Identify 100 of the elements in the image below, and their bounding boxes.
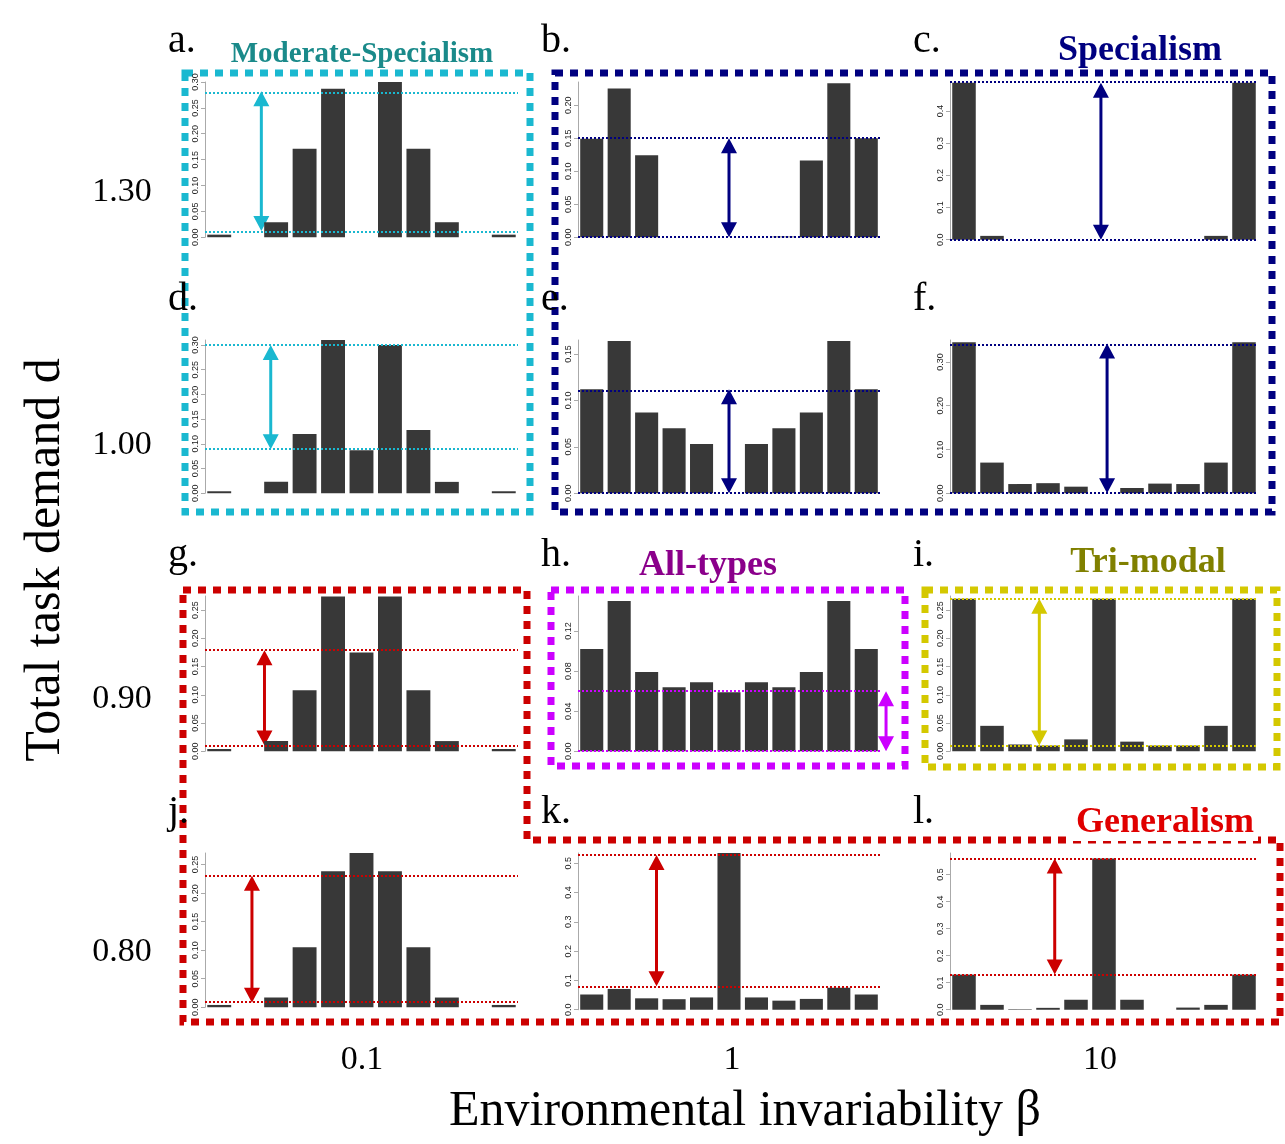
bar [717,692,741,752]
bar [580,389,604,494]
y-tick-label: 0.10 [562,162,573,180]
bar [799,412,823,494]
y-tick-label: 0.15 [189,657,200,676]
chart-title: a. [168,15,196,61]
bar [952,974,976,1010]
bar [662,687,686,752]
bar [349,450,374,494]
y-tick-label: 0.05 [189,714,200,732]
bar [349,853,374,1008]
bar [635,155,659,238]
chart-title: l. [913,786,935,832]
y-tick-label: 0.30 [189,336,200,354]
bar [607,988,631,1010]
y-tick-label: 0.00 [562,228,573,247]
bar [690,444,714,494]
y-tick-label: 0.20 [934,629,945,648]
y-tick-label: 0.05 [189,459,200,478]
bar [1176,1007,1200,1010]
chart-title: g. [168,529,198,575]
y-tick-label: 0.2 [562,944,573,958]
y-tick-label: 0.15 [189,912,200,931]
text: 0.1 [340,1039,384,1077]
y-tick-label: 0.00 [562,484,573,503]
y-tick-label: 0.10 [562,391,573,410]
bar [292,148,317,238]
y-tick-label: 0.00 [189,998,200,1017]
y-tick-label: 0.3 [934,136,945,150]
bar [292,433,317,494]
y-tick-label: 0.15 [189,410,200,428]
chart-title: h. [541,529,571,575]
bar [580,138,604,238]
bar [378,82,402,238]
bar [854,138,878,238]
bar [607,601,631,752]
text: 1.00 [92,424,152,462]
y-tick-label: 0.10 [189,435,200,453]
y-tick-label: 0.20 [934,396,945,415]
text: 1 [723,1039,741,1077]
bar [406,429,431,494]
y-tick-label: 0.1 [934,201,945,214]
y-tick-label: 0.30 [934,353,945,371]
bar [406,148,431,238]
y-tick-label: 0.12 [562,622,573,640]
chart-title: f. [913,273,937,319]
y-tick-label: 0.25 [934,601,945,619]
bar [827,83,851,238]
bar [1120,999,1144,1010]
chart-title: j. [166,786,190,832]
bar [321,596,345,752]
y-tick-label: 0.20 [189,629,200,648]
text: All-types [635,542,781,584]
bar [1232,342,1256,494]
bar [292,690,317,752]
y-tick-label: 0.20 [562,96,573,114]
text: Total task demand d [13,358,71,762]
bar [1064,999,1088,1010]
y-tick-label: 0.3 [562,915,573,929]
bar [662,999,686,1010]
text: 1.30 [92,171,152,209]
y-tick-label: 0.00 [189,484,200,503]
y-tick-label: 0.15 [562,345,573,363]
bar [772,428,796,494]
bar [799,160,823,238]
bar [1008,484,1032,494]
y-tick-label: 0.20 [189,884,200,902]
y-tick-label: 0.10 [189,686,200,704]
y-tick-label: 0.08 [562,662,573,680]
bar [827,987,851,1010]
bar [321,340,345,494]
chart-title: i. [913,529,935,575]
bar [434,222,459,238]
text: 0.90 [92,678,152,716]
bar [349,652,374,752]
bar [264,481,289,494]
bar [717,853,741,1010]
y-tick-label: 0.15 [562,129,573,147]
bar [378,871,402,1008]
bar [264,222,289,238]
y-tick-label: 0.05 [189,969,200,988]
y-tick-label: 0.0 [934,233,945,246]
text: Environmental invariability β [449,1079,1041,1137]
bar [635,412,659,494]
text: 0.80 [92,931,152,969]
y-tick-label: 0.3 [934,922,945,935]
y-tick-label: 0.04 [562,702,573,720]
y-tick-label: 0.4 [934,895,945,908]
bar [635,998,659,1010]
y-tick-label: 0.00 [189,228,200,247]
bar [1232,974,1256,1010]
bar [799,998,823,1010]
chart-title: k. [541,786,571,832]
bar [580,994,604,1010]
y-tick-label: 0.25 [189,99,200,117]
y-tick-label: 0.4 [562,886,573,899]
chart-title: b. [541,15,571,61]
bar [854,389,878,494]
y-tick-label: 0.10 [934,686,945,704]
bar [1092,858,1116,1010]
